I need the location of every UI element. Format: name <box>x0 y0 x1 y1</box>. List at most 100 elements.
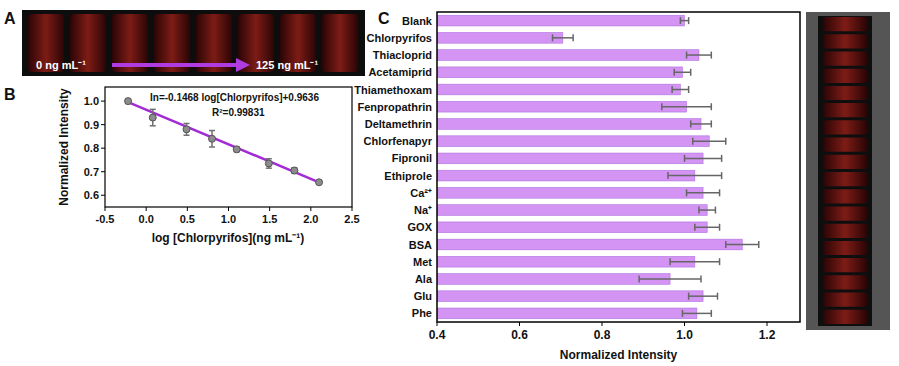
error-line <box>693 140 726 142</box>
x-tick <box>105 207 106 211</box>
error-cap <box>184 123 190 125</box>
error-cap <box>686 52 688 59</box>
point <box>125 98 132 105</box>
error-cap <box>209 146 215 148</box>
error-cap <box>572 34 574 41</box>
plot-frame <box>437 12 800 322</box>
error-cap <box>711 310 713 317</box>
category-label: GOX <box>408 221 433 233</box>
bar <box>437 153 703 164</box>
r-squared: R²=0.99831 <box>212 107 265 118</box>
bar <box>437 67 682 78</box>
bar <box>437 187 703 198</box>
error-cap <box>680 17 682 24</box>
bar <box>437 101 687 112</box>
error-cap <box>266 167 272 169</box>
error-cap <box>688 17 690 24</box>
x-axis-label: Normalized Intensity <box>560 348 678 362</box>
error-cap <box>719 258 721 265</box>
error-bar <box>687 189 720 196</box>
error-line <box>691 123 712 125</box>
error-cap <box>669 258 671 265</box>
annotation: 0 ng mL⁻¹ <box>36 59 86 71</box>
x-tick <box>146 207 147 211</box>
error-cap <box>725 138 727 145</box>
bar <box>437 256 695 267</box>
error-bar <box>695 224 720 231</box>
bar <box>437 291 703 302</box>
error-cap <box>688 293 690 300</box>
x-tick-label: 0.5 <box>180 213 195 225</box>
arrow <box>112 63 238 67</box>
error-cap <box>719 224 721 231</box>
well <box>823 51 867 65</box>
error-bar <box>674 69 691 76</box>
category-label: Thiamethoxam <box>354 84 432 96</box>
error-bar <box>726 241 759 248</box>
arrow-head <box>236 58 250 72</box>
error-cap <box>686 189 688 196</box>
point <box>265 160 272 167</box>
category-label: Ala <box>415 273 433 285</box>
x-tick-label: 0.8 <box>594 328 611 342</box>
plot-frame <box>105 87 352 207</box>
category-label: Deltamethrin <box>365 118 433 130</box>
well <box>823 206 867 220</box>
error-bar <box>209 131 215 147</box>
image-background <box>806 12 890 330</box>
x-tick <box>187 207 188 211</box>
error-line <box>668 175 722 177</box>
x-tick-label: 0.6 <box>511 328 528 342</box>
x-tick-label: 1.0 <box>676 328 693 342</box>
error-cap <box>690 69 692 76</box>
error-cap <box>717 293 719 300</box>
bar <box>437 119 701 130</box>
y-tick-label: 0.7 <box>84 166 99 178</box>
category-label: Fenpropathrin <box>357 101 432 113</box>
error-cap <box>688 86 690 93</box>
x-tick-label: 1.0 <box>221 213 236 225</box>
error-line <box>670 261 720 263</box>
error-cap <box>661 103 663 110</box>
equation: In=-0.1468 log[Chlorpyrifos]+0.9636 <box>150 92 319 103</box>
error-cap <box>711 103 713 110</box>
well <box>823 34 867 48</box>
error-line <box>680 20 688 22</box>
bar <box>437 274 670 285</box>
error-bar <box>150 109 156 125</box>
well <box>823 155 867 169</box>
x-tick-label: 0.4 <box>429 328 446 342</box>
category-label: Acetamiprid <box>368 66 432 78</box>
error-line <box>687 192 720 194</box>
bar <box>437 84 680 95</box>
well <box>823 258 867 272</box>
category-label: Fipronil <box>392 152 432 164</box>
error-line <box>672 89 689 91</box>
error-bar <box>672 86 689 93</box>
error-cap <box>758 241 760 248</box>
well <box>823 120 867 134</box>
y-tick-label: 0.8 <box>84 142 99 154</box>
error-cap <box>694 224 696 231</box>
point <box>149 114 156 121</box>
y-axis-label: Normalized Intensity <box>57 88 71 206</box>
error-line <box>687 54 712 56</box>
error-bar <box>682 310 711 317</box>
point <box>316 179 323 186</box>
well <box>823 275 867 289</box>
well <box>823 17 867 31</box>
bar <box>437 170 695 181</box>
panel-label: B <box>4 86 16 103</box>
category-label: Ethiprole <box>384 170 432 182</box>
panel-label: C <box>378 10 390 27</box>
bar <box>437 50 699 61</box>
error-bar <box>685 155 722 162</box>
error-bar <box>670 258 720 265</box>
error-bar <box>266 159 272 168</box>
error-line <box>682 313 711 315</box>
error-cap <box>721 172 723 179</box>
error-bar <box>668 172 722 179</box>
image-background <box>22 10 365 76</box>
plot-area <box>125 98 323 186</box>
error-bar <box>184 123 190 135</box>
